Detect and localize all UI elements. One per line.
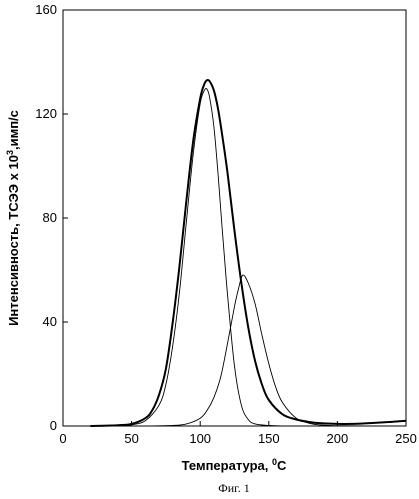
x-tick-label: 0 xyxy=(59,431,66,446)
x-tick-label: 200 xyxy=(327,431,349,446)
figure-caption: Фиг. 1 xyxy=(218,481,249,495)
y-tick-label: 40 xyxy=(43,314,57,329)
x-axis-label: Температура, 0С xyxy=(182,457,287,473)
y-tick-label: 160 xyxy=(35,2,57,17)
x-tick-label: 50 xyxy=(124,431,138,446)
y-axis-label: Интенсивность, ТСЭЭ х 103,имп/с xyxy=(5,110,21,326)
x-axis-label-tail: С xyxy=(277,458,287,473)
y-tick-label: 80 xyxy=(43,210,57,225)
series-line-1 xyxy=(90,80,406,426)
y-tick-label: 0 xyxy=(50,418,57,433)
x-tick-label: 100 xyxy=(189,431,211,446)
x-tick-label: 150 xyxy=(258,431,280,446)
y-axis-label-tail: ,имп/с xyxy=(6,110,21,150)
series-layer xyxy=(90,80,406,426)
y-tick-label: 120 xyxy=(35,106,57,121)
x-tick-label: 250 xyxy=(395,431,417,446)
series-line-3 xyxy=(145,275,406,426)
